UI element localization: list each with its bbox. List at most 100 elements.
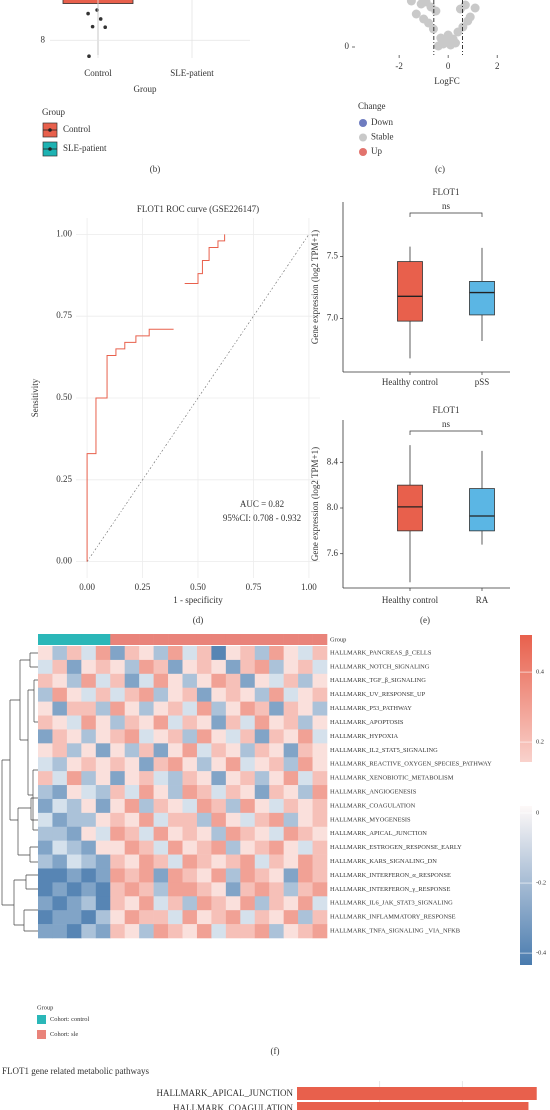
x-tick-label: 0 (446, 61, 451, 71)
group-cell (196, 634, 212, 645)
heatmap-cell (269, 771, 284, 786)
heatmap-cell (211, 701, 227, 716)
bar-label: HALLMARK_COAGULATION (173, 1103, 293, 1110)
heatmap-cell (52, 785, 68, 800)
y-tick-label: 7.6 (327, 548, 339, 558)
row-label: HALLMARK_ANGIOGENESIS (330, 788, 417, 795)
heatmap-cell (269, 826, 284, 841)
legend-key (359, 133, 367, 142)
legend-label: Control (63, 124, 91, 134)
heatmap-cell (225, 854, 241, 869)
row-label: HALLMARK_IL6_JAK_STAT3_SIGNALING (330, 900, 453, 907)
heatmap-cell (95, 924, 111, 939)
group-cell (168, 634, 183, 645)
row-dendrogram (1, 652, 38, 932)
legend-key (359, 119, 367, 127)
heatmap-cell (110, 743, 125, 758)
y-tick-label: 7.5 (327, 251, 339, 261)
heatmap-cell (312, 701, 328, 716)
chart-title: FLOT1 ROC curve (GSE226147) (137, 204, 259, 214)
heatmap-cell (38, 646, 53, 661)
heatmap-cell (240, 785, 256, 800)
x-tick-label: 0.50 (190, 582, 206, 592)
heatmap-cell (254, 840, 270, 855)
box (397, 261, 423, 322)
heatmap-cell (153, 882, 169, 897)
heatmap-cell (110, 729, 125, 744)
heatmap-cell (168, 896, 183, 911)
heatmap-cell (196, 715, 212, 730)
heatmap-cell (312, 687, 328, 702)
heatmap-cell (38, 701, 53, 716)
heatmap-cell (124, 798, 140, 814)
heatmap-cell (124, 840, 140, 855)
legend-label: Down (371, 117, 393, 127)
jitter-point (87, 54, 91, 58)
heatmap-cell (66, 715, 82, 730)
y-tick-label: 1.00 (56, 228, 72, 238)
heatmap-cell (168, 715, 183, 730)
heatmap-cell (38, 771, 53, 786)
heatmap-cell (312, 771, 328, 786)
heatmap-cell (254, 646, 270, 661)
heatmap-cell (196, 785, 212, 800)
heatmap-cell (312, 646, 328, 661)
heatmap-cell (168, 924, 183, 939)
heatmap-cell (38, 673, 53, 689)
heatmap-cell (110, 882, 125, 897)
heatmap-cell (182, 910, 198, 925)
heatmap-cell (182, 729, 198, 744)
group-cell (124, 634, 140, 645)
heatmap-cell (225, 673, 241, 689)
heatmap-cell (196, 826, 212, 841)
heatmap-cell (211, 771, 227, 786)
heatmap-cell (81, 729, 97, 744)
heatmap-cell (254, 882, 270, 897)
annotation-label: Group (330, 636, 346, 643)
heatmap-cell (240, 812, 256, 828)
point (411, 9, 421, 19)
heatmap-cell (182, 757, 198, 772)
box (469, 281, 495, 316)
heatmap-cell (38, 729, 53, 744)
heatmap-cell (81, 840, 97, 855)
y-tick-label: 8.0 (327, 502, 339, 512)
heatmap-cell (254, 798, 270, 814)
panel-title: FLOT1 (433, 405, 460, 415)
heatmap-cell (240, 743, 256, 758)
heatmap-cell (269, 924, 284, 939)
heatmap-cell (225, 715, 241, 730)
heatmap-cell (211, 812, 227, 828)
heatmap-cell (211, 924, 227, 939)
heatmap-cell (254, 771, 270, 786)
heatmap-cell (66, 673, 82, 689)
heatmap-cell (182, 826, 198, 841)
heatmap-cell (196, 882, 212, 897)
heatmap-cell (269, 729, 284, 744)
heatmap-cell (66, 882, 82, 897)
heatmap-cell (196, 854, 212, 869)
colorbar-label: 0.2 (536, 739, 544, 746)
heatmap-cell (38, 743, 53, 758)
heatmap-cell (254, 868, 270, 883)
heatmap-cell (211, 882, 227, 897)
x-tick-label: Healthy control (382, 377, 439, 387)
point (406, 0, 416, 6)
heatmap-cell (298, 659, 313, 675)
heatmap-cell (95, 673, 111, 689)
row-label: HALLMARK_ESTROGEN_RESPONSE_EARLY (330, 844, 462, 851)
heatmap-cell (225, 798, 241, 814)
heatmap-cell (240, 798, 256, 814)
y-tick-label: 8 (41, 34, 46, 44)
heatmap-cell (298, 840, 313, 855)
heatmap-cell (168, 729, 183, 744)
heatmap-cell (66, 896, 82, 911)
heatmap-cell (196, 771, 212, 786)
heatmap-cell (298, 743, 313, 758)
heatmap-cell (110, 854, 125, 869)
heatmap-cell (240, 896, 256, 911)
heatmap-cell (38, 896, 53, 911)
roc-curve (86, 234, 226, 562)
heatmap-cell (312, 854, 328, 869)
plot-area (397, 445, 495, 583)
